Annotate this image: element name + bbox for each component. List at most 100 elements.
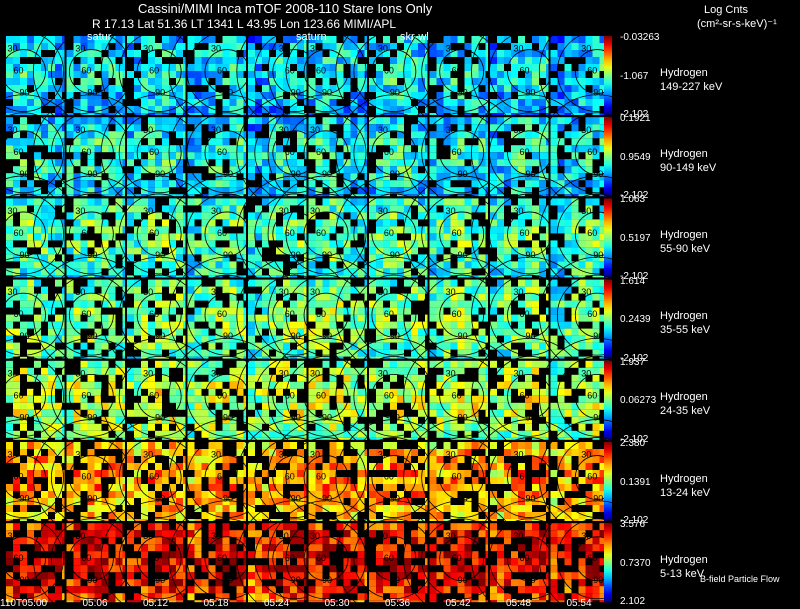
svg-text:30: 30 (211, 44, 221, 54)
svg-text:60: 60 (81, 472, 91, 482)
panel-r4-c7: 30 60 90 (403, 337, 521, 455)
svg-text:90: 90 (291, 169, 301, 179)
svg-text:90: 90 (458, 250, 468, 260)
svg-text:90: 90 (20, 88, 30, 98)
colorbar-3-cb-mid: 0.2439 (620, 314, 651, 326)
time-label-4: 05:24 (264, 598, 290, 609)
svg-text:90: 90 (87, 250, 97, 260)
svg-text:90: 90 (87, 169, 97, 179)
panel-r0-c2: 30 60 90 (100, 13, 218, 130)
colorbar-0-cb-mid: -1.067 (620, 70, 649, 82)
energy-range: 35-55 keV (660, 324, 711, 337)
svg-text:30: 30 (581, 44, 591, 54)
svg-text:60: 60 (587, 66, 597, 76)
svg-text:60: 60 (81, 309, 91, 319)
svg-text:60: 60 (14, 228, 24, 238)
svg-text:90: 90 (20, 250, 30, 260)
svg-text:90: 90 (458, 169, 468, 179)
energy-range: 24-35 keV (660, 405, 711, 418)
panel-r4-c1: 30 60 90 (32, 337, 150, 455)
svg-text:30: 30 (8, 125, 18, 135)
svg-text:60: 60 (81, 147, 91, 157)
species-name: Hydrogen (660, 391, 708, 404)
svg-text:90: 90 (525, 88, 535, 98)
svg-text:30: 30 (513, 368, 523, 378)
svg-text:90: 90 (223, 331, 233, 341)
planet-label-1: satur (87, 31, 112, 43)
time-label-7: 05:42 (445, 598, 471, 609)
svg-text:60: 60 (149, 147, 159, 157)
svg-text:90: 90 (593, 331, 603, 341)
panel-r3-c8: 30 60 90 (471, 256, 588, 374)
svg-text:90: 90 (291, 331, 301, 341)
svg-text:90: 90 (322, 169, 332, 179)
colorbar-4-cb-mid: 0.06273 (620, 395, 657, 407)
svg-text:30: 30 (446, 206, 456, 216)
panel-r3-c9: 30 60 90 (538, 256, 656, 374)
svg-text:60: 60 (14, 147, 24, 157)
svg-text:90: 90 (223, 412, 233, 422)
panel-r0-c1: 30 60 90 (32, 13, 150, 130)
svg-text:90: 90 (20, 494, 30, 504)
svg-text:60: 60 (14, 66, 24, 76)
panel-r3-c5: 30 60 90 (267, 256, 385, 374)
svg-text:30: 30 (446, 287, 456, 297)
colorbar-2-cb-mid: 0.5197 (620, 232, 651, 244)
svg-text:30: 30 (446, 368, 456, 378)
energy-range: 90-149 keV (660, 161, 717, 174)
panel-r2-c7: 30 60 90 (403, 175, 521, 293)
energy-range: 55-90 keV (660, 242, 711, 255)
svg-text:30: 30 (75, 206, 85, 216)
species-label-2: Hydrogen 55-90 keV (660, 228, 710, 256)
svg-text:60: 60 (519, 228, 529, 238)
species-label-6: Hydrogen 5-13 keV (660, 553, 708, 581)
svg-text:30: 30 (310, 368, 320, 378)
svg-text:90: 90 (322, 88, 332, 98)
panel-r2-c0: 30 60 90 (0, 175, 82, 293)
svg-text:60: 60 (14, 309, 24, 319)
svg-text:90: 90 (20, 169, 30, 179)
time-label-2: 05:12 (143, 598, 169, 609)
panel-r2-c8: 30 60 90 (471, 175, 588, 293)
svg-text:30: 30 (211, 206, 221, 216)
colorbar-0 (604, 36, 612, 115)
time-label-5: 05:30 (324, 598, 350, 609)
species-label-5: Hydrogen 13-24 keV (660, 472, 710, 500)
svg-text:90: 90 (390, 169, 400, 179)
svg-text:60: 60 (285, 147, 295, 157)
colorbar-0-cb-max: -0.03263 (620, 32, 660, 43)
svg-text:90: 90 (87, 412, 97, 422)
svg-text:90: 90 (390, 88, 400, 98)
svg-text:90: 90 (593, 88, 603, 98)
svg-text:90: 90 (525, 169, 535, 179)
svg-text:90: 90 (223, 88, 233, 98)
svg-text:60: 60 (81, 66, 91, 76)
svg-text:90: 90 (593, 412, 603, 422)
flow-legend: B-field Particle Flow (700, 574, 780, 584)
svg-text:30: 30 (378, 44, 388, 54)
svg-text:60: 60 (316, 309, 326, 319)
svg-text:60: 60 (452, 228, 462, 238)
species-name: Hydrogen (660, 228, 708, 241)
colorbar-6-cb-mid: 0.7370 (620, 557, 651, 569)
svg-text:30: 30 (8, 450, 18, 460)
svg-text:30: 30 (581, 206, 591, 216)
svg-text:60: 60 (452, 147, 462, 157)
svg-text:90: 90 (322, 331, 332, 341)
panel-r4-c3: 30 60 90 (168, 337, 286, 455)
svg-text:30: 30 (75, 287, 85, 297)
panel-r1-c6: 30 60 90 (335, 94, 453, 212)
svg-text:60: 60 (519, 147, 529, 157)
svg-text:30: 30 (446, 44, 456, 54)
time-label-9: 05:54 (566, 598, 592, 609)
svg-text:90: 90 (390, 331, 400, 341)
panel-r1-c8: 30 60 90 (471, 94, 588, 212)
time-label-0: 110T05:00 (0, 598, 48, 609)
